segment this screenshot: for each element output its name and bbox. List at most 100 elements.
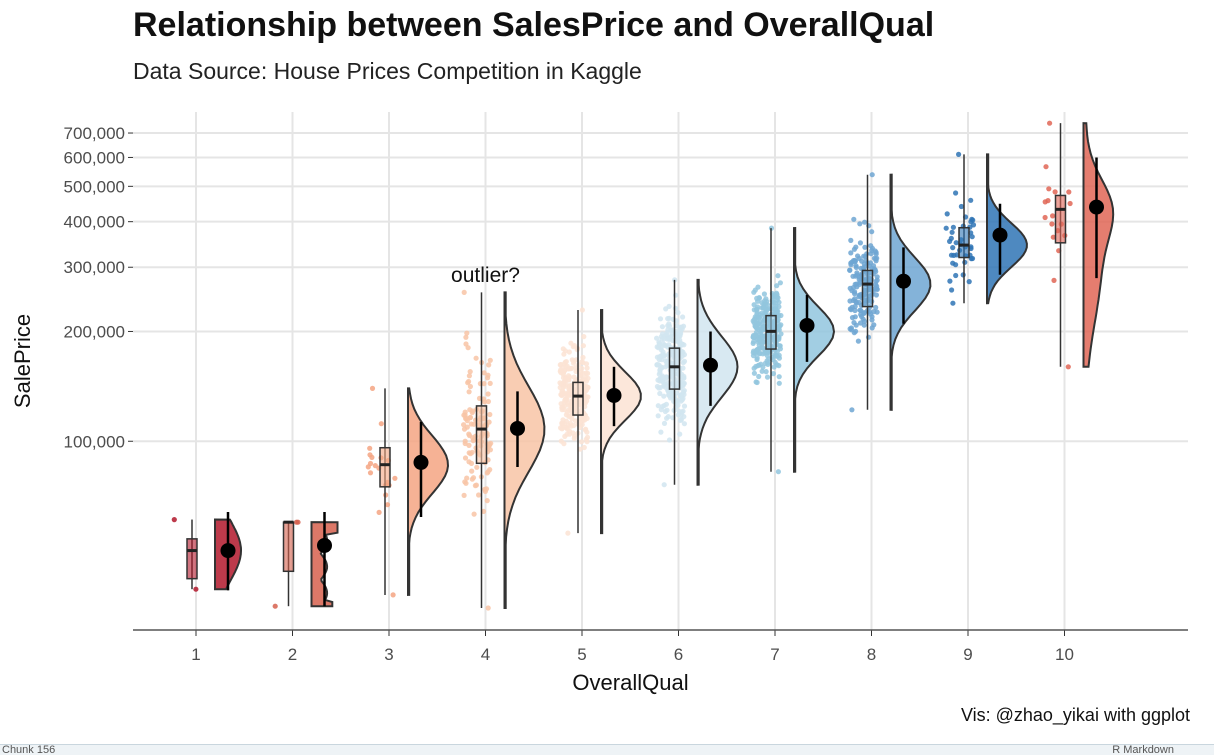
mean-point [703, 357, 718, 373]
jitter-point [469, 468, 475, 474]
jitter-point [580, 343, 587, 349]
y-tick-label: 300,000 [64, 258, 125, 277]
violin-half [793, 227, 836, 473]
jitter-point [760, 364, 766, 370]
mean-point [606, 387, 622, 403]
jitter-point [665, 316, 671, 322]
jitter-point [852, 258, 859, 264]
jitter-point [461, 289, 467, 295]
box-body [282, 521, 295, 573]
jitter-point [658, 347, 664, 353]
jitter-point [471, 421, 477, 427]
jitter-point [1045, 198, 1051, 204]
jitter-point [464, 475, 470, 481]
jitter-point [855, 253, 861, 259]
jitter-point [390, 592, 396, 598]
violin-half [1082, 122, 1115, 368]
jitter-point [581, 444, 587, 451]
jitter-point [868, 311, 874, 317]
jitter-point [854, 284, 860, 290]
jitter-point [774, 283, 780, 289]
x-tick-label: 1 [191, 645, 200, 664]
jitter-point [1050, 213, 1056, 219]
jitter-point [486, 362, 492, 368]
jitter-point [848, 307, 854, 313]
jitter-point [857, 221, 863, 227]
jitter-point [571, 422, 577, 429]
jitter-point [1066, 189, 1072, 195]
jitter-point [862, 219, 868, 225]
document-type[interactable]: R Markdown [1112, 744, 1174, 755]
jitter-point [564, 363, 570, 369]
x-tick-label: 9 [963, 645, 972, 664]
jitter-point [1049, 221, 1055, 227]
jitter-point [193, 586, 199, 592]
jitter-point [461, 492, 467, 498]
jitter-point [562, 396, 569, 402]
violin-half [986, 153, 1028, 305]
jitter-point [372, 463, 378, 469]
mean-markers [220, 157, 1104, 607]
jitter-point [462, 455, 469, 461]
jitter-point [560, 404, 566, 410]
jitter-point [585, 370, 591, 376]
jitter-point [860, 316, 866, 322]
jitter-point [761, 291, 768, 297]
jitter-point [384, 502, 391, 508]
jitter-point [665, 414, 671, 420]
jitter-point [461, 422, 467, 428]
box-body [475, 405, 488, 465]
jitter-point [958, 203, 965, 210]
jitter-point [462, 438, 468, 444]
jitter-point [171, 517, 177, 523]
jitter-point [1042, 214, 1048, 221]
jitter-point [559, 390, 565, 396]
x-tick-label: 6 [674, 645, 683, 664]
jitter-point [850, 273, 856, 279]
jitter-point [851, 216, 857, 222]
jitter-point [563, 376, 569, 382]
jitter-point [950, 224, 957, 230]
jitter-point [465, 380, 471, 386]
jitter-point [1047, 120, 1053, 126]
jitter-point [469, 449, 475, 455]
mean-point [799, 317, 815, 333]
jitter-point [857, 240, 864, 246]
jitter-point [873, 292, 880, 298]
jitter-point [466, 442, 472, 448]
jitter-point [466, 373, 472, 379]
jitter-point [680, 314, 686, 320]
jitter-point [760, 339, 766, 345]
jitter-point [392, 475, 398, 481]
jitter-point [873, 304, 879, 311]
jitter-point [774, 294, 780, 300]
jitter-point [484, 470, 490, 476]
jitter-point [1043, 164, 1049, 170]
jitter-point [869, 229, 875, 235]
jitter-point [365, 464, 371, 470]
jitter-point [584, 398, 590, 404]
jitter-point [562, 433, 568, 439]
jitter-point [578, 439, 585, 445]
jitter-point [869, 317, 875, 323]
jitter-point [485, 391, 491, 397]
jitter-point [943, 225, 949, 231]
jitter-point [681, 358, 688, 364]
y-tick-label: 700,000 [64, 124, 125, 143]
jitter-point [868, 243, 874, 249]
outlier-annotation: outlier? [451, 264, 520, 287]
jitter-point [947, 278, 953, 284]
jitter-points [171, 120, 1073, 611]
status-bar: Chunk 156 R Markdown [0, 744, 1214, 755]
jitter-point [570, 430, 576, 436]
jitter-point [680, 395, 686, 402]
jitter-point [865, 334, 872, 340]
jitter-point [681, 414, 687, 420]
jitter-point [585, 385, 591, 391]
jitter-point [664, 363, 671, 369]
jitter-point [761, 327, 767, 333]
mean-point [413, 454, 429, 470]
jitter-point [764, 374, 771, 380]
jitter-point [848, 325, 855, 331]
